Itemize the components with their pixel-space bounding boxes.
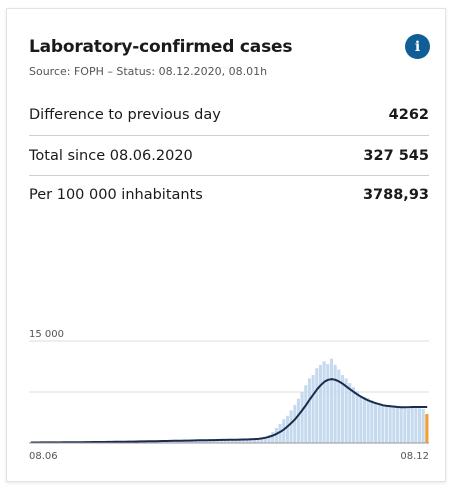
data-bar (175, 440, 179, 443)
stat-value: 327 545 (363, 148, 429, 164)
data-bar (304, 385, 308, 443)
data-bar (186, 440, 190, 443)
stat-label: Difference to previous day (29, 107, 221, 123)
data-bar (278, 423, 282, 443)
divider (29, 175, 429, 176)
source-status: Source: FOPH – Status: 08.12.2020, 08.01… (29, 65, 268, 78)
data-bar (351, 387, 356, 443)
stat-row-per-capita: Per 100 000 inhabitants 3788,93 (29, 176, 429, 214)
data-bar (285, 415, 289, 443)
data-bar (241, 439, 245, 443)
data-bar (344, 378, 348, 443)
stat-label: Total since 08.06.2020 (29, 148, 193, 164)
stat-row-total: Total since 08.06.2020 327 545 (29, 137, 429, 175)
data-bar (403, 408, 407, 443)
data-bar (201, 440, 205, 443)
data-bar (381, 404, 385, 443)
data-bar (183, 440, 187, 443)
data-bar (392, 405, 396, 443)
data-bar (388, 404, 392, 443)
data-bar (359, 395, 363, 443)
data-bar (425, 414, 429, 443)
data-bar (267, 434, 271, 443)
data-bar (263, 436, 267, 443)
data-bar (208, 440, 212, 443)
data-bar (190, 440, 194, 443)
data-bar (230, 440, 234, 443)
trend-line (30, 378, 428, 444)
stat-row-difference: Difference to previous day 4262 (29, 96, 429, 134)
data-bar (370, 400, 374, 443)
info-icon[interactable]: i (405, 34, 430, 59)
data-bar (164, 441, 168, 443)
data-bar (322, 361, 326, 443)
data-bar (293, 404, 297, 443)
data-bar (249, 439, 253, 443)
data-bar (205, 440, 209, 443)
data-bar (377, 403, 381, 443)
data-bar (366, 398, 370, 443)
data-bar (172, 441, 176, 443)
stat-value: 4262 (388, 107, 429, 123)
x-start-label: 08.06 (29, 451, 58, 462)
data-bar (300, 392, 304, 443)
data-bar (318, 364, 322, 443)
y-tick-label: 15 000 (29, 329, 64, 340)
data-bar (194, 440, 198, 443)
data-bar (234, 439, 238, 443)
data-bar (223, 440, 227, 443)
data-bar (384, 406, 389, 443)
data-bar (161, 441, 165, 443)
data-bar (245, 439, 249, 443)
data-bar (252, 439, 256, 443)
data-bar (296, 398, 300, 443)
divider (29, 135, 429, 136)
stat-label: Per 100 000 inhabitants (29, 187, 203, 203)
data-bar (373, 402, 378, 443)
data-bar (256, 438, 260, 443)
data-bar (421, 409, 425, 443)
cases-card: Laboratory-confirmed cases Source: FOPH … (6, 8, 446, 482)
data-bar (216, 440, 220, 443)
data-bar (355, 391, 359, 443)
data-bar (340, 375, 344, 443)
data-bar (410, 407, 414, 443)
cases-chart: 15 000 08.06 08.12 (29, 329, 429, 462)
data-bar (348, 383, 352, 443)
data-bar (197, 440, 201, 443)
data-bar (238, 439, 242, 443)
data-bar (157, 441, 161, 443)
data-bar (271, 432, 275, 443)
data-bar (329, 358, 333, 443)
data-bar (289, 410, 293, 443)
data-bar (282, 419, 286, 443)
data-bar (362, 396, 367, 443)
data-bar (307, 378, 311, 443)
data-bar (311, 375, 315, 443)
data-bar (333, 364, 337, 443)
data-bar (406, 409, 411, 443)
card-title: Laboratory-confirmed cases (29, 37, 293, 57)
data-bar (168, 441, 172, 443)
data-bar (227, 440, 231, 443)
data-bar (399, 407, 403, 443)
data-bar (315, 368, 319, 443)
data-bar (274, 428, 278, 443)
stat-value: 3788,93 (362, 187, 429, 203)
data-bar (326, 364, 330, 443)
data-bar (337, 369, 341, 443)
data-bar (212, 440, 216, 443)
data-bar (417, 408, 422, 443)
data-bar (395, 406, 400, 443)
x-end-label: 08.12 (400, 451, 429, 462)
data-bar (179, 440, 183, 443)
data-bar (219, 440, 223, 443)
data-bar (414, 406, 418, 443)
data-bar (260, 438, 264, 443)
